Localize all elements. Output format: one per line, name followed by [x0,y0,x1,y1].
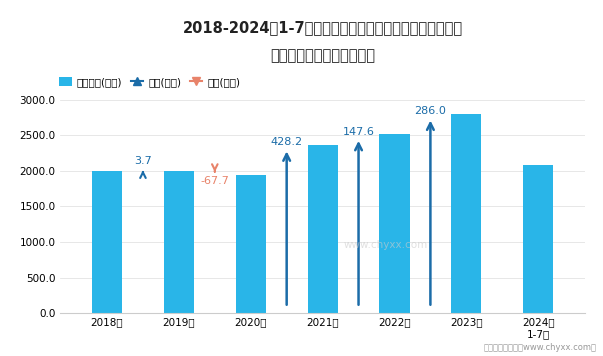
Bar [379,135,409,313]
Bar [451,114,481,313]
Text: 428.2: 428.2 [271,137,303,147]
Text: www.chyxx.com: www.chyxx.com [344,240,428,250]
Text: 286.0: 286.0 [414,106,446,116]
Text: 147.6: 147.6 [343,127,374,137]
Text: 3.7: 3.7 [134,156,152,166]
Legend: 出口货值(亿元), 增加(亿元), 减少(亿元): 出口货值(亿元), 增加(亿元), 减少(亿元) [55,73,245,91]
Bar [308,145,338,313]
Text: 2018-2024年1-7月全国铁路、船舶、航空航天和其他运输: 2018-2024年1-7月全国铁路、船舶、航空航天和其他运输 [183,21,463,36]
Bar [523,165,554,313]
Text: 设备制造业出口货值统计图: 设备制造业出口货值统计图 [270,48,375,63]
Bar [236,176,266,313]
Bar [92,171,122,313]
Text: 制图：智研咨询（www.chyxx.com）: 制图：智研咨询（www.chyxx.com） [484,344,597,352]
Bar [164,171,194,313]
Text: -67.7: -67.7 [200,176,229,186]
